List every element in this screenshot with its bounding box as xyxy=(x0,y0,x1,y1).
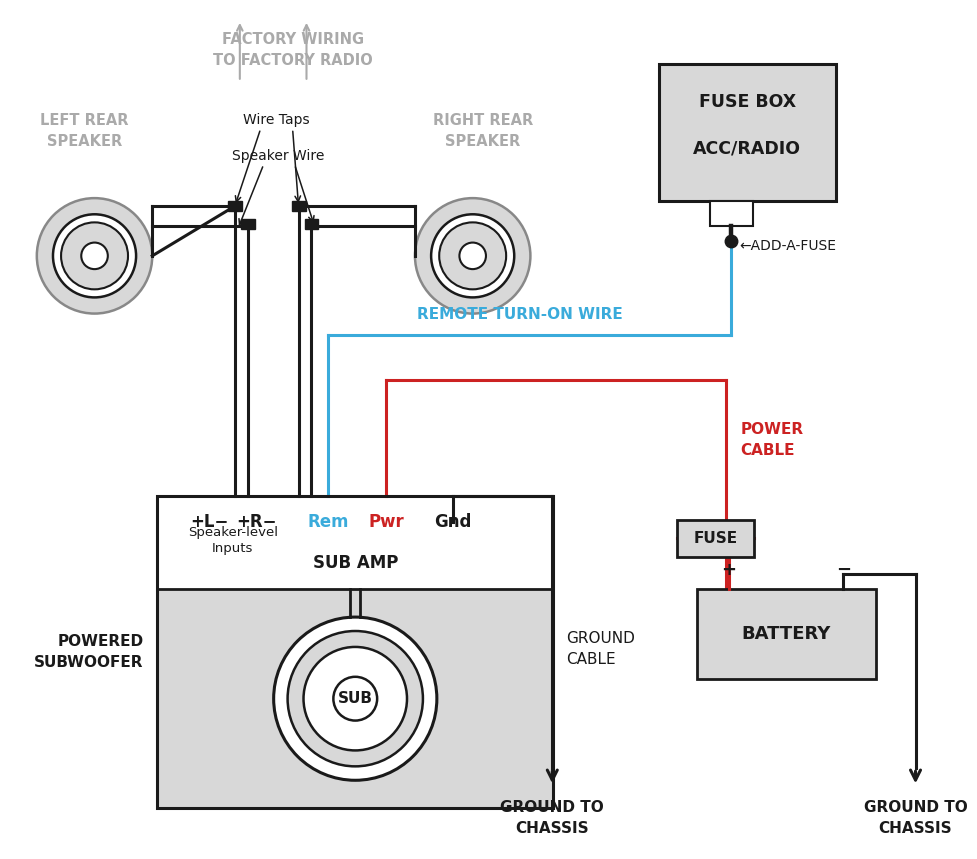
Text: Speaker Wire: Speaker Wire xyxy=(233,149,324,163)
Circle shape xyxy=(81,242,107,269)
Circle shape xyxy=(303,647,406,751)
Text: Pwr: Pwr xyxy=(368,513,404,531)
Text: BATTERY: BATTERY xyxy=(741,625,830,643)
Bar xyxy=(157,496,553,808)
Text: ACC/RADIO: ACC/RADIO xyxy=(693,140,800,158)
Text: +: + xyxy=(721,561,736,579)
Text: Gnd: Gnd xyxy=(434,513,471,531)
Text: ←ADD-A-FUSE: ←ADD-A-FUSE xyxy=(739,239,835,253)
Text: SUB: SUB xyxy=(337,691,372,706)
Bar xyxy=(157,715,553,808)
Bar xyxy=(157,589,553,808)
Circle shape xyxy=(287,631,422,766)
Text: REMOTE TURN-ON WIRE: REMOTE TURN-ON WIRE xyxy=(416,307,622,321)
Circle shape xyxy=(37,198,152,314)
Text: FACTORY WIRING
TO FACTORY RADIO: FACTORY WIRING TO FACTORY RADIO xyxy=(213,32,372,68)
Circle shape xyxy=(431,214,514,297)
Text: Rem: Rem xyxy=(308,513,349,531)
Text: GROUND
CABLE: GROUND CABLE xyxy=(566,631,634,667)
Text: Speaker-level
Inputs: Speaker-level Inputs xyxy=(188,526,277,555)
Circle shape xyxy=(459,242,486,269)
Circle shape xyxy=(439,222,506,289)
Text: POWERED
SUBWOOFER: POWERED SUBWOOFER xyxy=(34,634,144,670)
Circle shape xyxy=(53,214,136,297)
Bar xyxy=(228,201,241,211)
Text: Wire Taps: Wire Taps xyxy=(243,113,310,126)
Text: SUB AMP: SUB AMP xyxy=(313,554,398,572)
Bar xyxy=(658,64,835,201)
Text: FUSE BOX: FUSE BOX xyxy=(698,94,795,112)
Text: +L−: +L− xyxy=(190,513,228,531)
Text: GROUND TO
CHASSIS: GROUND TO CHASSIS xyxy=(500,800,604,836)
Bar xyxy=(291,201,305,211)
Text: POWER
CABLE: POWER CABLE xyxy=(740,422,803,458)
Text: −: − xyxy=(835,561,850,579)
Bar xyxy=(708,201,752,226)
Circle shape xyxy=(333,677,377,721)
Circle shape xyxy=(414,198,530,314)
Text: FUSE: FUSE xyxy=(693,531,737,546)
Circle shape xyxy=(274,617,437,780)
Circle shape xyxy=(61,222,128,289)
Bar xyxy=(240,219,254,229)
Text: GROUND TO
CHASSIS: GROUND TO CHASSIS xyxy=(863,800,966,836)
Bar xyxy=(696,589,874,679)
Bar xyxy=(304,219,319,229)
Text: LEFT REAR
SPEAKER: LEFT REAR SPEAKER xyxy=(40,113,129,149)
Text: +R−: +R− xyxy=(236,513,276,531)
Bar xyxy=(676,520,753,557)
Text: RIGHT REAR
SPEAKER: RIGHT REAR SPEAKER xyxy=(432,113,532,149)
